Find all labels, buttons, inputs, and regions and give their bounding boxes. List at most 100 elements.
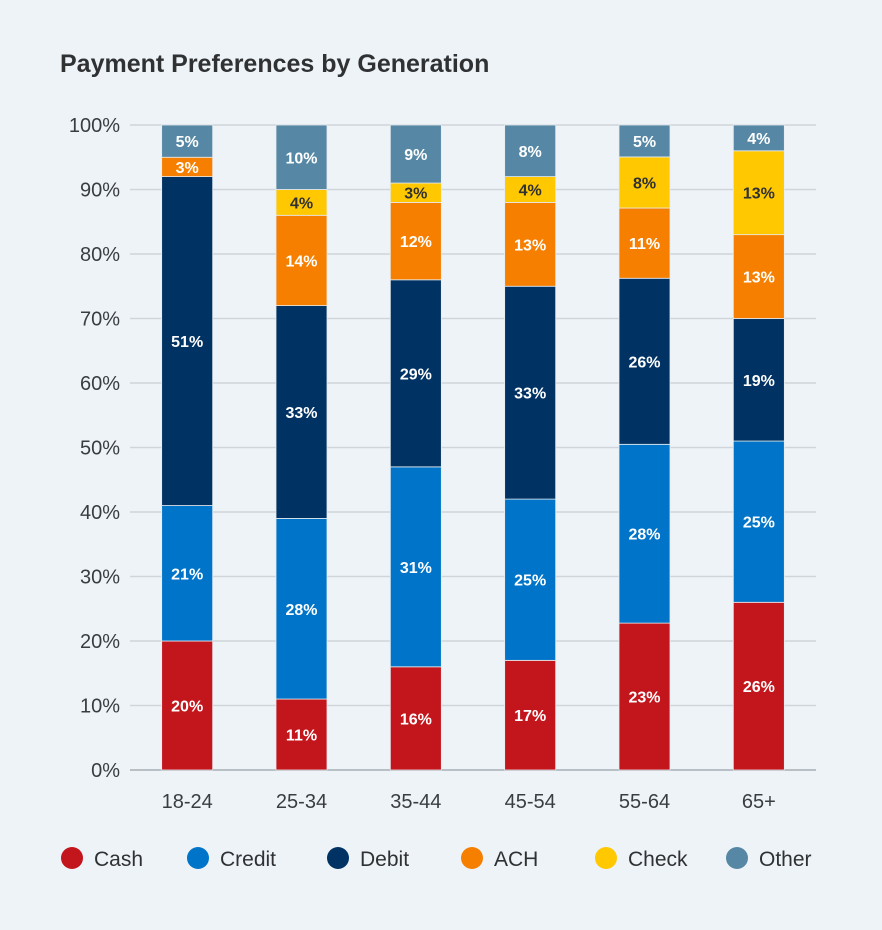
y-tick-label: 30% [80, 567, 120, 589]
bar-segment-other [275, 124, 328, 190]
y-tick-label: 20% [80, 631, 120, 653]
bar-stack-18-24: 20% 21% 51% 3% 5% [161, 124, 214, 771]
bar-segment-credit [275, 518, 328, 700]
bar-segment-other [732, 124, 785, 152]
bar-segment-cash [618, 622, 671, 771]
y-tick-label: 100% [69, 115, 120, 137]
y-tick-label: 10% [80, 696, 120, 718]
bar-segment-credit [161, 505, 214, 642]
bar-segment-debit [618, 277, 671, 445]
bar-segment-other [504, 124, 557, 177]
legend-swatch [595, 847, 617, 869]
chart-title: Payment Preferences by Generation [60, 50, 489, 78]
legend-label: Cash [94, 848, 143, 871]
data-label: 25% [743, 515, 775, 532]
bar-segment-debit [275, 305, 328, 519]
bar-stack-45-54: 17% 25% 33% 13% 4% 8% [504, 124, 557, 771]
bar-segment-other [161, 124, 214, 158]
bar-segment-ach [389, 201, 442, 281]
bar-stack-55-64: 23% 28% 26% 11% 8% 5% [618, 124, 671, 771]
legend-item-debit: Debit [327, 847, 409, 871]
data-label: 20% [171, 699, 203, 716]
legend-item-ach: ACH [461, 847, 538, 871]
legend-swatch [726, 847, 748, 869]
data-label: 17% [514, 708, 546, 725]
bar-segment-credit [618, 443, 671, 624]
data-label: 13% [743, 186, 775, 203]
bar-segment-debit [504, 285, 557, 500]
data-label: 11% [629, 236, 660, 253]
x-tick-label: 25-34 [276, 791, 327, 813]
data-label: 9% [404, 147, 427, 164]
data-label: 13% [514, 237, 546, 254]
data-label: 26% [743, 679, 775, 696]
y-tick-label: 40% [80, 502, 120, 524]
bar-segment-check [504, 176, 557, 203]
data-label: 19% [743, 373, 775, 390]
legend-swatch [327, 847, 349, 869]
bar-segment-credit [732, 440, 785, 603]
bar-stack-65+: 26% 25% 19% 13% 13% 4% [732, 124, 785, 771]
y-tick-label: 60% [80, 373, 120, 395]
data-label: 5% [176, 134, 199, 151]
legend-swatch [461, 847, 483, 869]
gridlines [130, 124, 816, 771]
legend-item-cash: Cash [61, 847, 143, 871]
data-label: 4% [290, 195, 313, 212]
data-label: 10% [285, 150, 317, 167]
data-label: 8% [519, 144, 542, 161]
legend-label: ACH [494, 848, 538, 871]
x-axis: 18-24 25-34 35-44 45-54 55-64 65+ [162, 791, 776, 813]
data-label: 3% [176, 160, 199, 177]
y-tick-label: 50% [80, 438, 120, 460]
data-label: 11% [286, 728, 317, 745]
y-tick-label: 0% [91, 760, 120, 782]
y-tick-label: 80% [80, 244, 120, 266]
legend-label: Check [628, 848, 688, 871]
data-label: 4% [519, 183, 542, 200]
bar-stack-35-44: 16% 31% 29% 12% 3% 9% [389, 124, 442, 771]
data-label: 4% [747, 131, 770, 148]
x-tick-label: 35-44 [390, 791, 441, 813]
bar-stack-25-34: 11% 28% 33% 14% 4% 10% [275, 124, 328, 771]
legend-label: Credit [220, 848, 276, 871]
data-label: 31% [400, 560, 432, 577]
data-label: 28% [628, 527, 660, 544]
legend-item-other: Other [726, 847, 812, 871]
legend-item-credit: Credit [187, 847, 276, 871]
legend-label: Other [759, 848, 812, 871]
data-label: 33% [514, 386, 546, 403]
legend: Cash Credit Debit ACH Check Other [61, 847, 812, 871]
bar-segment-ach [618, 207, 671, 279]
data-label: 26% [628, 354, 660, 371]
y-axis: 0% 10% 20% 30% 40% 50% 60% 70% 80% 90% 100% [69, 115, 120, 782]
bar-segment-cash [504, 659, 557, 771]
bar-segment-debit [161, 176, 214, 506]
data-label: 29% [400, 366, 432, 383]
bar-segment-cash [389, 666, 442, 771]
bar-segment-credit [504, 498, 557, 661]
data-label: 12% [400, 234, 432, 251]
bar-segment-other [618, 124, 671, 158]
data-label: 28% [285, 602, 317, 619]
data-label: 25% [514, 573, 546, 590]
bar-segment-ach [275, 214, 328, 307]
x-tick-label: 55-64 [619, 791, 670, 813]
data-label: 23% [628, 690, 660, 707]
legend-item-check: Check [595, 847, 688, 871]
y-tick-label: 90% [80, 180, 120, 202]
bar-segment-ach [732, 234, 785, 319]
data-label: 16% [400, 711, 432, 728]
bar-segment-check [275, 189, 328, 216]
data-label: 8% [633, 175, 656, 192]
legend-label: Debit [360, 848, 409, 871]
bar-segment-other [389, 124, 442, 184]
bar-segment-cash [732, 601, 785, 771]
x-tick-label: 45-54 [505, 791, 556, 813]
x-tick-label: 18-24 [162, 791, 213, 813]
data-label: 3% [404, 186, 427, 203]
data-label: 21% [171, 566, 203, 583]
bar-segment-cash [161, 640, 214, 771]
bar-segment-check [732, 150, 785, 236]
